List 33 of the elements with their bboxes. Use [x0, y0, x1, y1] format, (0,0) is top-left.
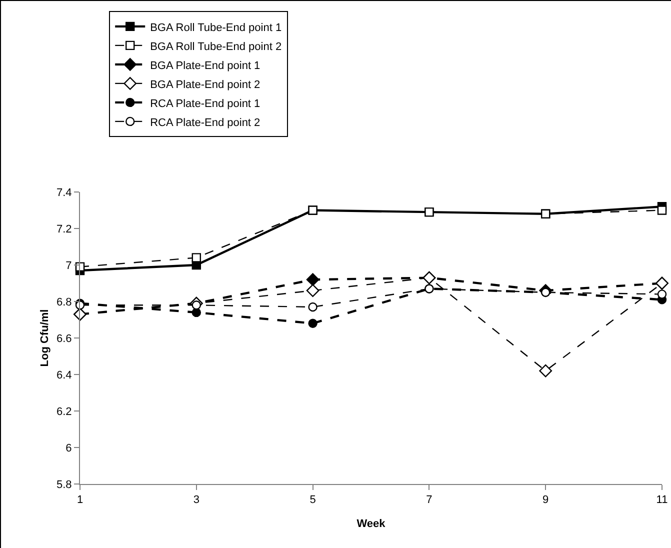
- x-tick-label: 11: [656, 494, 668, 506]
- y-tick-label: 6.2: [56, 406, 72, 418]
- y-tick-label: 6.6: [56, 332, 72, 345]
- x-tick-label: 9: [542, 494, 549, 506]
- legend-label: BGA Plate-End point 1: [150, 60, 260, 72]
- y-tick-label: 6.4: [56, 369, 72, 382]
- point: [306, 273, 320, 286]
- legend-label: BGA Plate-End point 2: [150, 78, 260, 91]
- point: [539, 364, 552, 378]
- x-tick-label: 3: [193, 494, 200, 506]
- y-tick-label: 7.2: [56, 223, 72, 236]
- legend-label: RCA Plate-End point 1: [150, 98, 260, 110]
- y-axis-title: Log Cfu/ml: [39, 309, 51, 367]
- y-tick-label: 5.8: [56, 478, 72, 491]
- point: [192, 300, 201, 310]
- point: [306, 284, 320, 297]
- y-tick-label: 6: [66, 442, 72, 454]
- point: [308, 302, 318, 312]
- x-axis-title: Week: [356, 518, 386, 530]
- y-tick-label: 7: [66, 260, 72, 272]
- point: [192, 308, 201, 318]
- y-tick-label: 7.4: [56, 186, 72, 199]
- x-tick-label: 7: [426, 494, 432, 506]
- point: [657, 206, 667, 215]
- legend-label: RCA Plate-End point 2: [150, 116, 260, 129]
- point: [192, 253, 201, 262]
- y-tick-label: 6.8: [56, 296, 72, 308]
- x-tick-label: 5: [310, 494, 316, 506]
- legend-label: BGA Roll Tube-End point 2: [150, 40, 282, 53]
- point: [657, 290, 667, 299]
- legend-label: BGA Roll Tube-End point 1: [150, 22, 282, 34]
- point: [308, 318, 318, 328]
- x-tick-label: 1: [76, 494, 84, 506]
